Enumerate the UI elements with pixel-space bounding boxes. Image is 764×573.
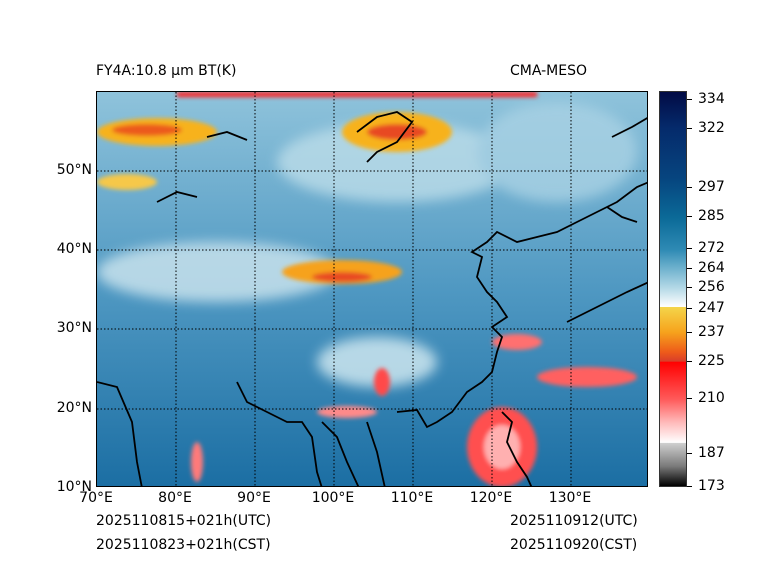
lon-label-100e: 100°E: [311, 490, 355, 506]
lon-label-110e: 110°E: [390, 490, 434, 506]
valid-time-cst: 2025110920(CST): [510, 537, 638, 553]
colorbar-tick-label: 334: [698, 91, 725, 107]
init-time-utc: 2025110815+021h(UTC): [96, 513, 272, 529]
colorbar-tick-label: 322: [698, 120, 725, 136]
lon-label-90e: 90°E: [237, 490, 271, 506]
plot-title-left: FY4A:10.8 µm BT(K): [96, 63, 237, 79]
plot-title-right: CMA-MESO: [510, 63, 588, 79]
gridlines: [97, 92, 647, 486]
map-image: [97, 92, 647, 486]
satellite-map: [96, 91, 648, 487]
colorbar-tick-label: 173: [698, 478, 725, 494]
colorbar-tick-label: 247: [698, 300, 725, 316]
colorbar-tick-label: 187: [698, 445, 725, 461]
lat-label-20n: 20°N: [56, 400, 92, 416]
valid-time-utc: 2025110912(UTC): [510, 513, 638, 529]
init-time-cst: 2025110823+021h(CST): [96, 537, 271, 553]
lat-label-10n: 10°N: [56, 479, 92, 495]
cloud-haze: [97, 102, 637, 387]
lon-label-80e: 80°E: [158, 490, 192, 506]
colorbar-tick-label: 272: [698, 240, 725, 256]
colorbar-tick-label: 237: [698, 324, 725, 340]
lon-label-70e: 70°E: [79, 490, 113, 506]
colorbar: [659, 91, 687, 487]
colorbar-tick-label: 210: [698, 390, 725, 406]
coastlines: [97, 111, 647, 486]
colorbar-tick-label: 297: [698, 179, 725, 195]
colorbar-tick-label: 225: [698, 353, 725, 369]
lon-label-120e: 120°E: [469, 490, 513, 506]
colorbar-tick-label: 264: [698, 260, 725, 276]
colorbar-tick-label: 285: [698, 208, 725, 224]
lat-label-30n: 30°N: [56, 320, 92, 336]
lon-label-130e: 130°E: [548, 490, 592, 506]
lat-label-50n: 50°N: [56, 162, 92, 178]
colorbar-tick-label: 256: [698, 279, 725, 295]
lat-label-40n: 40°N: [56, 241, 92, 257]
